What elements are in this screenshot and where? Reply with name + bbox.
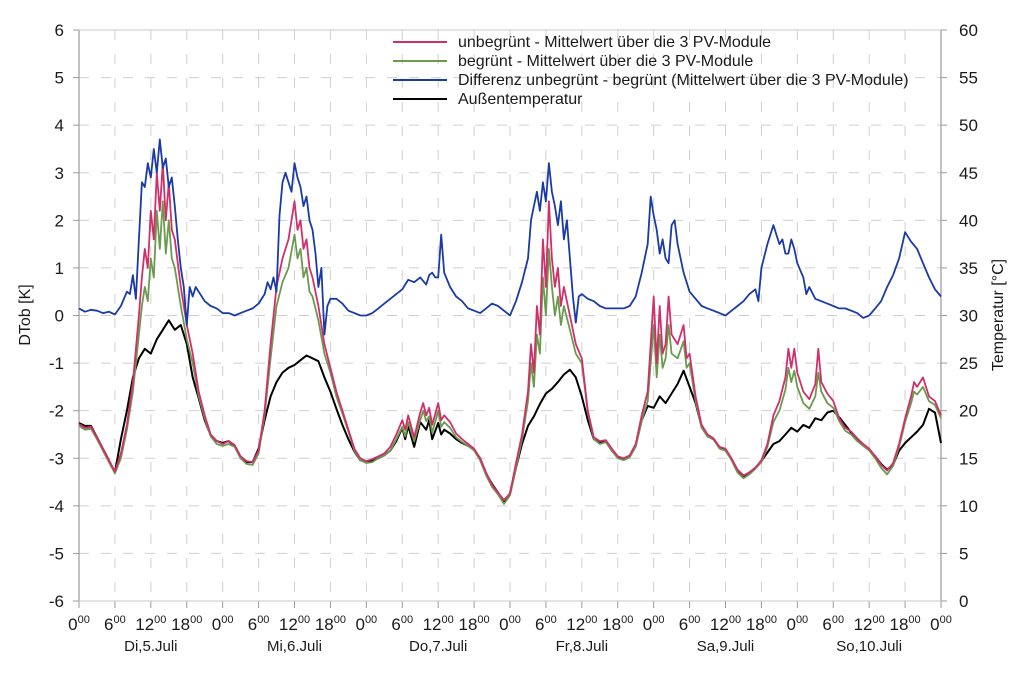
x-tick-label: 600 [679,614,701,634]
left-tick-label: -2 [49,402,64,421]
x-tick-label: 1800 [889,614,920,634]
right-tick-label: 25 [959,354,978,373]
x-tick-label: 600 [535,614,557,634]
right-tick-label: 35 [959,259,978,278]
series-lines [78,138,942,505]
left-tick-label: 2 [55,211,64,230]
day-label: So,10.Juli [836,638,902,655]
legend-label: unbegrünt - Mittelwert über die 3 PV-Mod… [458,34,771,51]
legend: unbegrünt - Mittelwert über die 3 PV-Mod… [393,34,909,108]
x-tick-label: 1200 [854,614,885,634]
left-tick-label: -4 [49,497,64,516]
left-tick-label: -3 [49,449,64,468]
day-label: Sa,9.Juli [697,638,755,655]
series-line-0 [78,162,942,501]
x-tick-label: 1800 [458,614,489,634]
x-tick-label: 1800 [315,614,346,634]
left-tick-label: -5 [49,544,64,563]
left-tick-label: -1 [49,354,64,373]
series-line-2 [78,138,942,336]
x-tick-label: 1200 [135,614,166,634]
legend-label: Außentemperatur [458,91,583,108]
day-label: Fr,8.Juli [556,638,609,655]
day-label: Do,7.Juli [409,638,467,655]
right-tick-label: 5 [959,544,968,563]
x-tick-label: 1200 [279,614,310,634]
left-axis-title: DTob [K] [17,284,34,345]
left-tick-label: 4 [55,116,64,135]
day-label: Mi,6.Juli [267,638,322,655]
right-tick-label: 0 [959,592,968,611]
x-tick-label: 000 [499,614,521,634]
right-tick-label: 60 [959,21,978,40]
x-tick-label: 1800 [746,614,777,634]
left-tick-label: 0 [55,307,64,326]
right-tick-label: 10 [959,497,978,516]
x-tick-label: 600 [104,614,126,634]
right-tick-label: 50 [959,116,978,135]
right-axis-title: Temperatur [°C] [990,259,1007,371]
right-tick-label: 40 [959,211,978,230]
day-labels: Di,5.Juli Mi,6.Juli Do,7.Juli Fr,8.Juli Sa,9… [124,638,902,655]
x-tick-label: 1800 [171,614,202,634]
x-tick-label: 1800 [602,614,633,634]
legend-label: begrünt - Mittelwert über die 3 PV-Modul… [458,53,753,70]
right-tick-labels: 0 5 10 15 20 25 30 35 40 45 50 55 60 [959,21,978,611]
x-tick-label: 1200 [710,614,741,634]
legend-label: Differenz unbegrünt - begrünt (Mittelwer… [458,72,909,89]
right-tick-label: 30 [959,307,978,326]
right-tick-label: 55 [959,69,978,88]
x-tick-label: 000 [212,614,234,634]
day-label: Di,5.Juli [124,638,177,655]
left-tick-label: 3 [55,164,64,183]
x-tick-label: 000 [643,614,665,634]
series-line-1 [78,200,942,505]
left-tick-label: 6 [55,21,64,40]
left-tick-label: 5 [55,69,64,88]
x-tick-label: 600 [391,614,413,634]
x-tick-label: 1200 [566,614,597,634]
axes [78,29,942,602]
x-tick-label: 1200 [423,614,454,634]
left-tick-labels: -6 -5 -4 -3 -2 -1 0 1 2 3 4 5 6 [49,21,64,611]
x-tick-label: 600 [248,614,270,634]
x-tick-label: 000 [930,614,952,634]
x-tick-label: 600 [822,614,844,634]
left-tick-label: 1 [55,259,64,278]
x-tick-labels: 000 600 1200 1800 000 600 1200 1800 000 600 1200 18… [68,614,952,634]
right-tick-label: 15 [959,449,978,468]
x-tick-label: 000 [786,614,808,634]
left-tick-label: -6 [49,592,64,611]
right-tick-label: 20 [959,402,978,421]
grid [73,29,947,608]
x-tick-label: 000 [68,614,90,634]
x-tick-label: 000 [355,614,377,634]
right-tick-label: 45 [959,164,978,183]
